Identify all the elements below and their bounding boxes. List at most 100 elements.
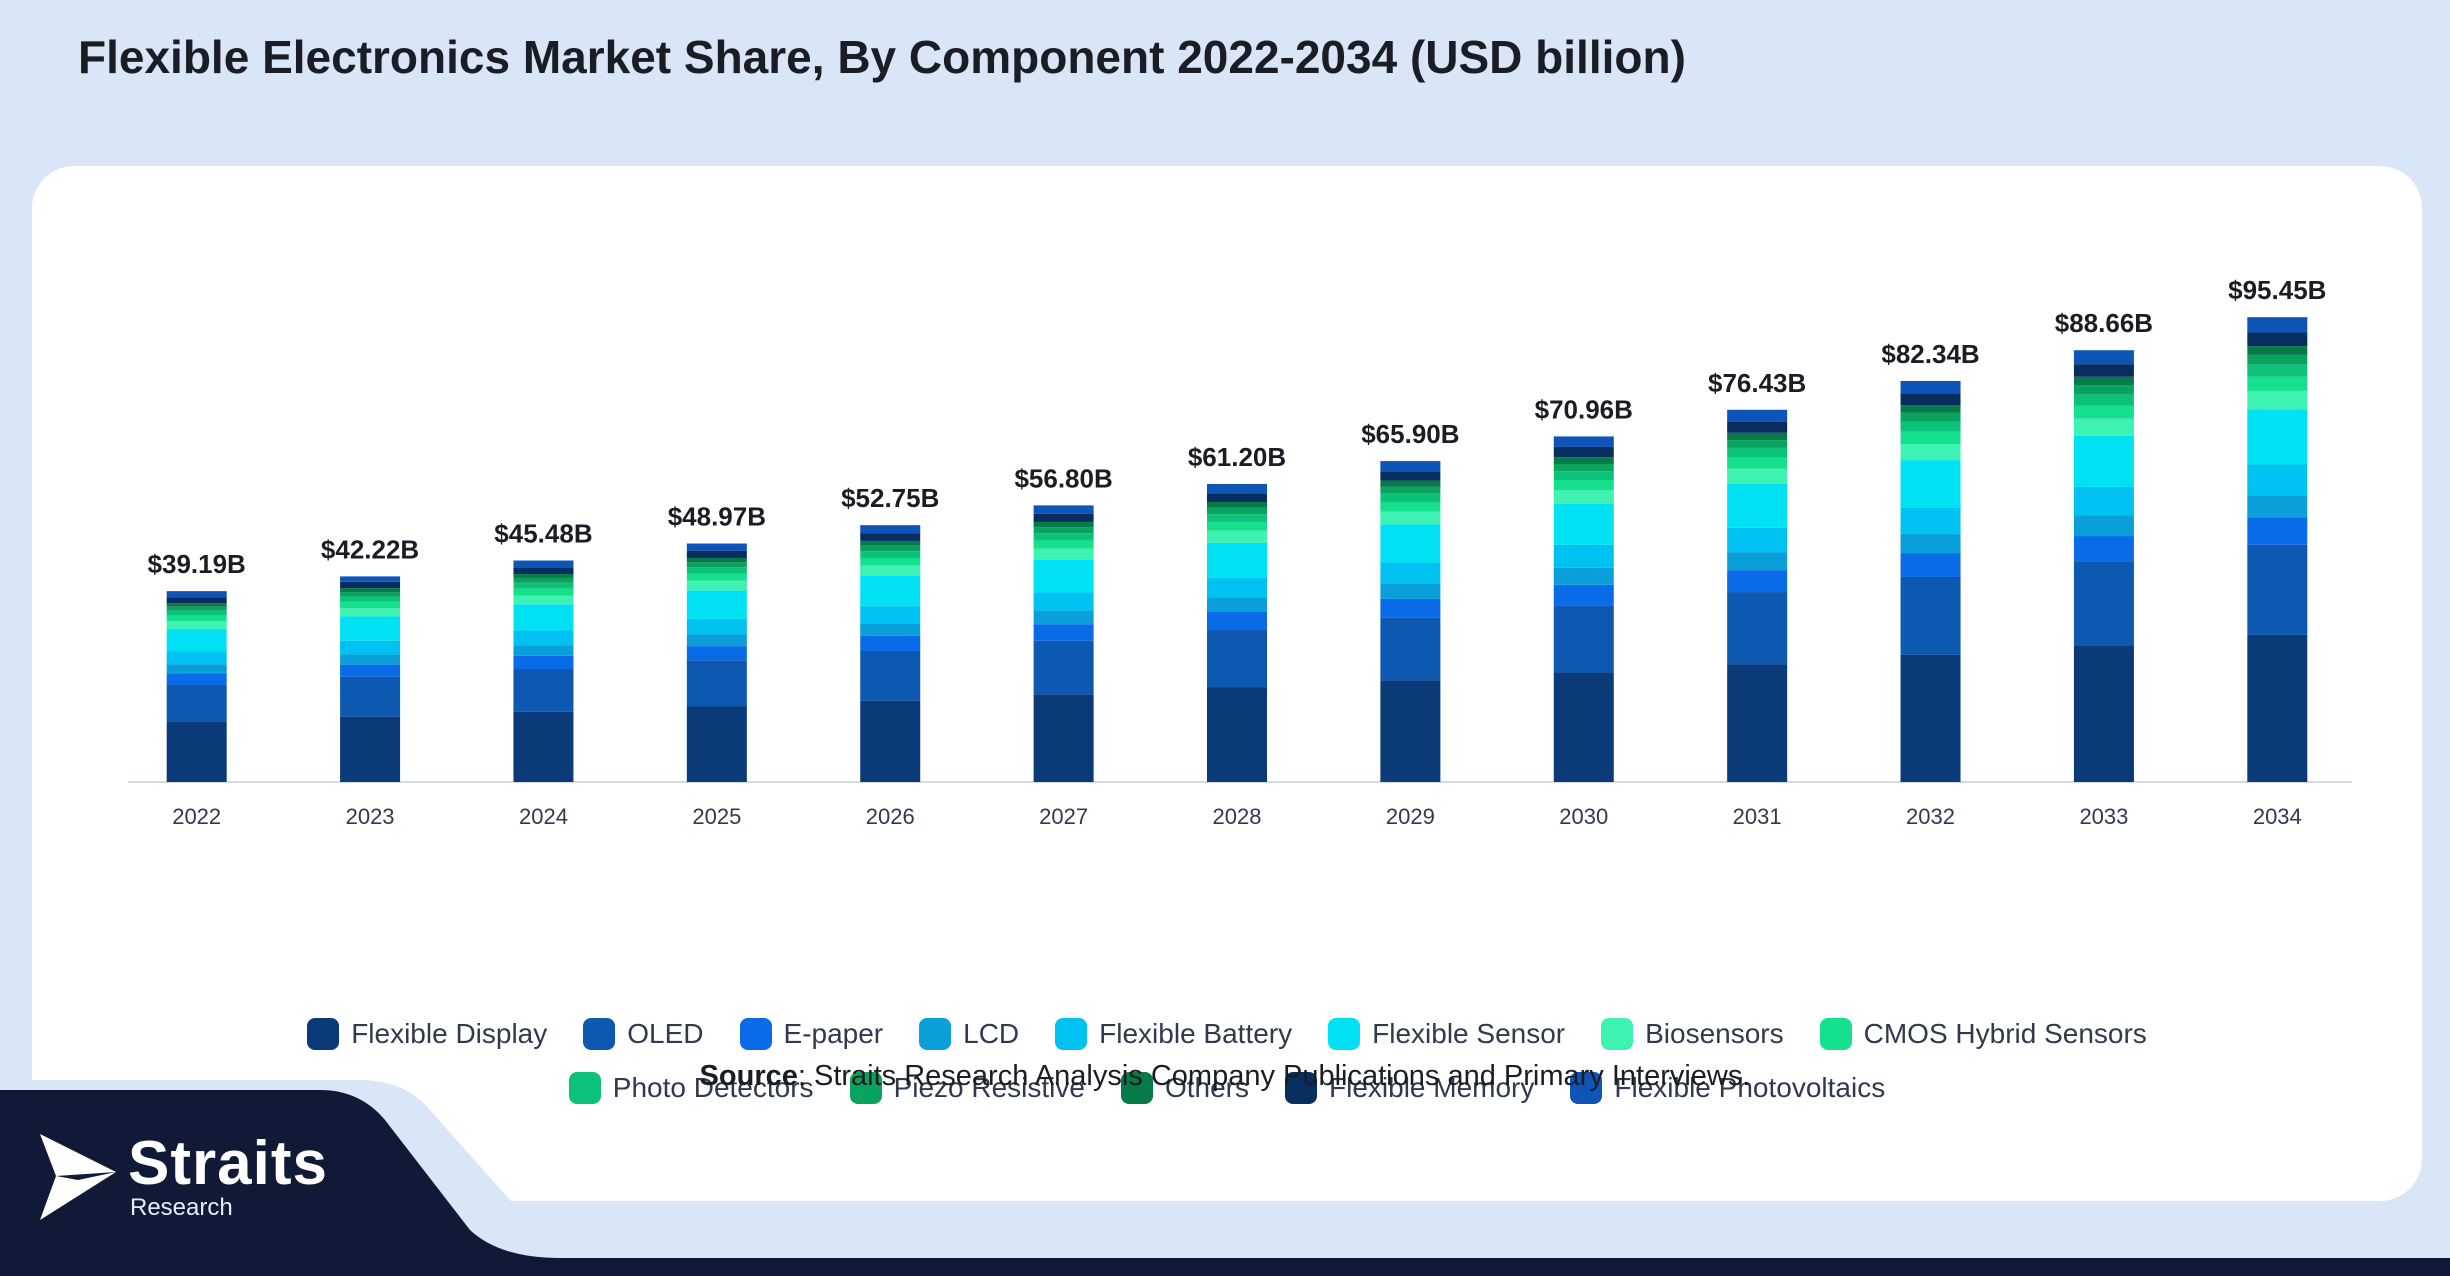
bar-segment-2034-others[interactable] xyxy=(2247,346,2308,355)
bar-segment-2024-flexible-sensor[interactable] xyxy=(513,604,574,631)
bar-segment-2033-piezo-resistive[interactable] xyxy=(2073,385,2134,395)
bar-segment-2030-others[interactable] xyxy=(1553,457,1614,464)
bar-segment-2033-cmos-hybrid-sensors[interactable] xyxy=(2073,405,2134,419)
bar-segment-2023-flexible-memory[interactable] xyxy=(340,581,401,589)
legend-item-biosensors[interactable]: Biosensors xyxy=(1601,1018,1784,1050)
legend-item-flexible-display[interactable]: Flexible Display xyxy=(307,1018,547,1050)
bar-segment-2029-flexible-memory[interactable] xyxy=(1380,471,1441,481)
bar-segment-2028-lcd[interactable] xyxy=(1207,597,1267,613)
bar-segment-2022-flexible-display[interactable] xyxy=(166,721,227,782)
bar-segment-2022-oled[interactable] xyxy=(166,684,227,722)
bar-segment-2030-flexible-photovoltaics[interactable] xyxy=(1553,436,1614,447)
bar-segment-2022-photo-detectors[interactable] xyxy=(166,610,227,616)
bar-segment-2023-photo-detectors[interactable] xyxy=(340,596,401,602)
bar-segment-2024-e-paper[interactable] xyxy=(513,655,574,670)
bar-segment-2028-cmos-hybrid-sensors[interactable] xyxy=(1207,521,1267,531)
bar-segment-2025-piezo-resistive[interactable] xyxy=(686,562,747,568)
bar-segment-2026-cmos-hybrid-sensors[interactable] xyxy=(860,557,921,566)
bar-segment-2028-flexible-display[interactable] xyxy=(1207,687,1267,782)
bar-segment-2032-e-paper[interactable] xyxy=(1900,553,1961,577)
bar-segment-2034-flexible-display[interactable] xyxy=(2247,634,2308,782)
bar-segment-2029-lcd[interactable] xyxy=(1380,583,1441,599)
bar-segment-2025-oled[interactable] xyxy=(686,660,747,707)
bar-segment-2029-cmos-hybrid-sensors[interactable] xyxy=(1380,501,1441,512)
bar-segment-2024-others[interactable] xyxy=(513,574,574,578)
bar-segment-2031-flexible-photovoltaics[interactable] xyxy=(1727,409,1788,422)
bar-segment-2023-cmos-hybrid-sensors[interactable] xyxy=(340,601,401,609)
bar-segment-2024-oled[interactable] xyxy=(513,669,574,712)
bar-segment-2034-lcd[interactable] xyxy=(2247,495,2308,518)
bar-segment-2030-lcd[interactable] xyxy=(1553,567,1614,585)
bar-segment-2032-flexible-battery[interactable] xyxy=(1900,507,1961,534)
bar-segment-2031-flexible-display[interactable] xyxy=(1727,664,1788,782)
bar-segment-2023-flexible-display[interactable] xyxy=(340,716,401,782)
bar-segment-2032-piezo-resistive[interactable] xyxy=(1900,412,1961,422)
bar-segment-2032-cmos-hybrid-sensors[interactable] xyxy=(1900,431,1961,445)
bar-segment-2029-flexible-display[interactable] xyxy=(1380,680,1441,782)
bar-segment-2031-cmos-hybrid-sensors[interactable] xyxy=(1727,457,1788,469)
bar-segment-2022-biosensors[interactable] xyxy=(166,621,227,630)
bar-segment-2025-biosensors[interactable] xyxy=(686,580,747,591)
bar-segment-2033-flexible-battery[interactable] xyxy=(2073,486,2134,516)
legend-item-flexible-battery[interactable]: Flexible Battery xyxy=(1055,1018,1292,1050)
bar-segment-2031-e-paper[interactable] xyxy=(1727,570,1788,593)
bar-segment-2023-e-paper[interactable] xyxy=(340,664,401,677)
bar-segment-2032-lcd[interactable] xyxy=(1900,533,1961,554)
bar-segment-2025-flexible-display[interactable] xyxy=(686,706,747,782)
legend-item-others[interactable]: Others xyxy=(1120,1072,1249,1104)
bar-segment-2034-piezo-resistive[interactable] xyxy=(2247,354,2308,365)
bar-segment-2031-photo-detectors[interactable] xyxy=(1727,447,1788,458)
bar-segment-2027-biosensors[interactable] xyxy=(1033,548,1094,560)
bar-segment-2023-piezo-resistive[interactable] xyxy=(340,592,401,597)
bar-segment-2032-flexible-photovoltaics[interactable] xyxy=(1900,381,1961,394)
bar-segment-2032-others[interactable] xyxy=(1900,405,1961,413)
bar-segment-2026-flexible-sensor[interactable] xyxy=(860,575,921,607)
bar-segment-2023-others[interactable] xyxy=(340,588,401,593)
bar-segment-2022-e-paper[interactable] xyxy=(166,673,227,685)
bar-segment-2029-biosensors[interactable] xyxy=(1380,511,1441,525)
bar-segment-2024-piezo-resistive[interactable] xyxy=(513,577,574,583)
bar-segment-2034-oled[interactable] xyxy=(2247,544,2308,635)
bar-segment-2034-flexible-sensor[interactable] xyxy=(2247,409,2308,465)
bar-segment-2031-piezo-resistive[interactable] xyxy=(1727,440,1788,448)
bar-segment-2027-flexible-display[interactable] xyxy=(1033,694,1094,782)
bar-segment-2022-flexible-photovoltaics[interactable] xyxy=(166,591,227,598)
bar-segment-2032-flexible-display[interactable] xyxy=(1900,654,1961,782)
bar-segment-2033-e-paper[interactable] xyxy=(2073,536,2134,562)
bar-segment-2027-photo-detectors[interactable] xyxy=(1033,533,1094,541)
bar-segment-2024-lcd[interactable] xyxy=(513,645,574,656)
bar-segment-2026-photo-detectors[interactable] xyxy=(860,551,921,558)
bar-segment-2026-e-paper[interactable] xyxy=(860,635,921,651)
bar-segment-2022-others[interactable] xyxy=(166,603,227,607)
bar-segment-2026-flexible-photovoltaics[interactable] xyxy=(860,525,921,534)
bar-segment-2028-flexible-sensor[interactable] xyxy=(1207,542,1267,578)
bar-segment-2027-flexible-memory[interactable] xyxy=(1033,513,1094,522)
bar-segment-2030-oled[interactable] xyxy=(1553,605,1614,673)
legend-item-cmos-hybrid-sensors[interactable]: CMOS Hybrid Sensors xyxy=(1819,1018,2147,1050)
bar-segment-2031-flexible-memory[interactable] xyxy=(1727,421,1788,433)
bar-segment-2029-flexible-sensor[interactable] xyxy=(1380,524,1441,563)
bar-segment-2025-flexible-photovoltaics[interactable] xyxy=(686,543,747,551)
bar-segment-2033-flexible-sensor[interactable] xyxy=(2073,435,2134,487)
bar-segment-2023-biosensors[interactable] xyxy=(340,608,401,617)
bar-segment-2027-flexible-battery[interactable] xyxy=(1033,592,1094,611)
bar-segment-2026-others[interactable] xyxy=(860,540,921,546)
bar-segment-2026-flexible-battery[interactable] xyxy=(860,606,921,624)
bar-segment-2029-flexible-photovoltaics[interactable] xyxy=(1380,461,1441,472)
bar-segment-2026-flexible-memory[interactable] xyxy=(860,533,921,541)
bar-segment-2025-e-paper[interactable] xyxy=(686,646,747,661)
bar-segment-2024-flexible-memory[interactable] xyxy=(513,567,574,575)
bar-segment-2033-flexible-display[interactable] xyxy=(2073,645,2134,782)
legend-item-flexible-memory[interactable]: Flexible Memory xyxy=(1285,1072,1534,1104)
bar-segment-2025-flexible-memory[interactable] xyxy=(686,550,747,558)
legend-item-flexible-sensor[interactable]: Flexible Sensor xyxy=(1328,1018,1565,1050)
bar-segment-2022-cmos-hybrid-sensors[interactable] xyxy=(166,615,227,622)
bar-segment-2026-oled[interactable] xyxy=(860,650,921,701)
bar-segment-2029-photo-detectors[interactable] xyxy=(1380,493,1441,502)
bar-segment-2024-photo-detectors[interactable] xyxy=(513,582,574,589)
bar-segment-2032-oled[interactable] xyxy=(1900,576,1961,655)
bar-segment-2026-piezo-resistive[interactable] xyxy=(860,545,921,552)
bar-segment-2030-piezo-resistive[interactable] xyxy=(1553,463,1614,472)
bar-segment-2034-e-paper[interactable] xyxy=(2247,517,2308,545)
bar-segment-2029-others[interactable] xyxy=(1380,480,1441,487)
